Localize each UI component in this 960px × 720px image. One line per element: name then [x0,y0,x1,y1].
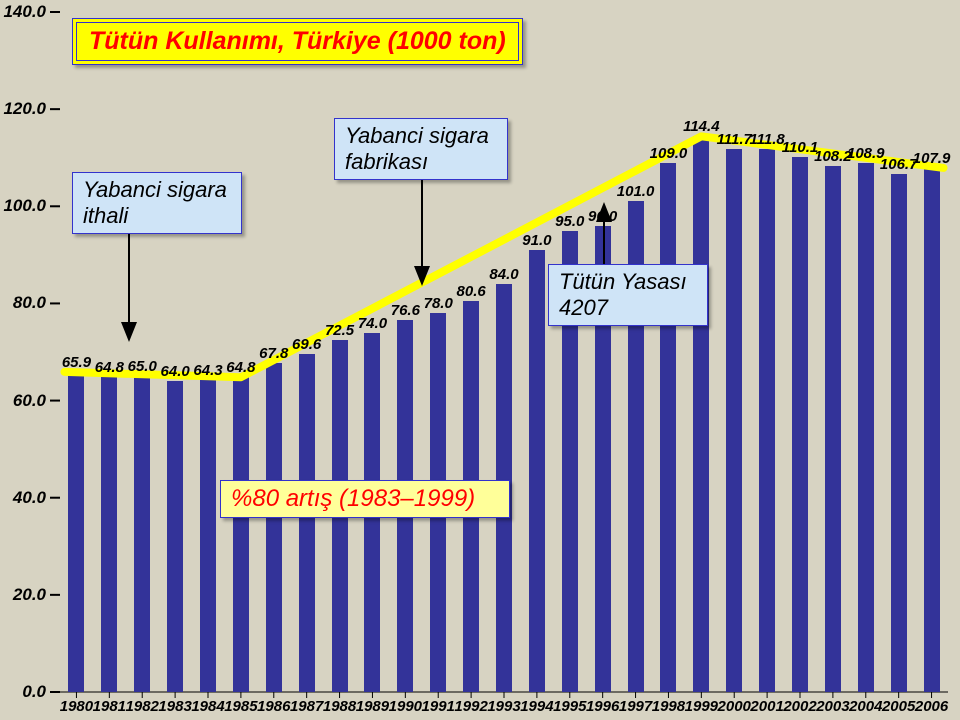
x-tick-label: 2004 [849,698,882,715]
annotation-yasa: Tütün Yasası4207 [548,264,708,326]
bar-value-label: 64.8 [95,359,124,376]
y-tick-label: 20.0 [13,585,46,605]
bar-value-label: 110.1 [782,139,818,156]
bar-value-label: 64.0 [161,363,190,380]
y-tick-label: 80.0 [13,293,46,313]
x-tick-label: 1988 [323,698,356,715]
x-tick-label: 2002 [783,698,816,715]
annotation-fabrika-line: Yabanci sigara [345,123,497,149]
bar-value-label: 64.8 [226,359,255,376]
x-tick-label: 2001 [750,698,783,715]
y-tick-label: 0.0 [22,682,46,702]
x-tick-label: 1997 [619,698,652,715]
x-tick-label: 2005 [882,698,915,715]
annotation-ithali: Yabanci sigaraithali [72,172,242,234]
x-tick-label: 2000 [718,698,751,715]
bar-value-label: 74.0 [358,315,387,332]
bar-value-label: 72.5 [325,322,354,339]
x-tick-label: 1999 [685,698,718,715]
x-tick-label: 1985 [224,698,257,715]
y-tick-label: 120.0 [3,99,46,119]
bar-value-label: 76.6 [391,302,420,319]
x-tick-label: 1986 [257,698,290,715]
x-tick-label: 1992 [454,698,487,715]
y-tick-label: 100.0 [3,196,46,216]
y-tick-label: 60.0 [13,391,46,411]
x-tick-label: 1994 [520,698,553,715]
x-tick-label: 1993 [487,698,520,715]
y-tick-label: 140.0 [3,2,46,22]
x-tick-label: 1980 [60,698,93,715]
bar-value-label: 91.0 [522,232,551,249]
x-tick-label: 1983 [158,698,191,715]
annotation-yasa-line: Tütün Yasası [559,269,697,295]
x-tick-label: 1981 [93,698,126,715]
bar-value-label: 84.0 [489,266,518,283]
bar-value-label: 65.0 [128,358,157,375]
chart-stage: 0.0 20.0 40.0 60.0 80.0 100.0 120.0 140.0 65.9 19… [0,0,960,720]
bar-value-label: 111.7 [717,131,752,148]
x-tick-label: 1987 [290,698,323,715]
annotation-fabrika: Yabanci sigarafabrikası [334,118,508,180]
annotation-artis: %80 artış (1983–1999) [220,480,510,518]
y-tick-label: 40.0 [13,488,46,508]
x-tick-label: 1995 [553,698,586,715]
bar-value-label: 65.9 [62,354,91,371]
bar-value-label: 78.0 [424,295,453,312]
chart-title-box: Tütün Kullanımı, Türkiye (1000 ton) [72,18,523,65]
annotation-ithali-line: ithali [83,203,231,229]
bar-value-label: 111.8 [749,131,784,148]
x-tick-label: 1982 [126,698,159,715]
bar-value-label: 80.6 [457,283,486,300]
x-tick-label: 1984 [191,698,224,715]
x-tick-label: 2003 [816,698,849,715]
annotation-artis-line: %80 artış (1983–1999) [231,485,499,513]
annotation-fabrika-line: fabrikası [345,149,497,175]
annotation-yasa-line: 4207 [559,295,697,321]
x-tick-label: 1990 [389,698,422,715]
bar-value-label: 64.3 [193,362,222,379]
bar-value-label: 109.0 [650,145,688,162]
x-tick-label: 1996 [586,698,619,715]
x-tick-label: 1991 [422,698,455,715]
bar-value-label: 114.4 [683,118,719,135]
annotation-ithali-line: Yabanci sigara [83,177,231,203]
chart-title-text: Tütün Kullanımı, Türkiye (1000 ton) [76,22,519,61]
bar-value-label: 95.0 [555,213,584,230]
bar-value-label: 107.9 [913,150,951,167]
bar-value-label: 67.8 [259,345,288,362]
bar-value-label: 96.0 [588,208,617,225]
bar-value-label: 69.6 [292,336,321,353]
bar-value-label: 101.0 [617,183,655,200]
x-tick-label: 1998 [652,698,685,715]
x-tick-label: 1989 [356,698,389,715]
x-tick-label: 2006 [915,698,948,715]
